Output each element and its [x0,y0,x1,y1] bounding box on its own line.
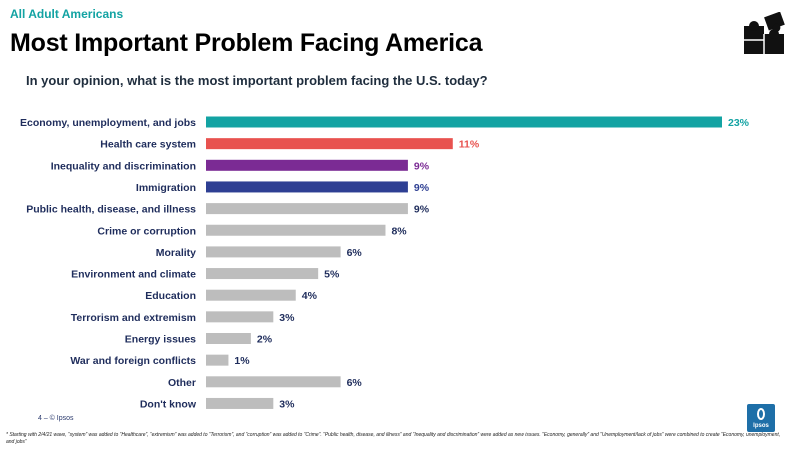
category-label: Don't know [140,398,197,410]
category-label: Economy, unemployment, and jobs [20,117,196,129]
category-label: Other [168,377,196,389]
value-label: 1% [234,355,250,367]
bar [206,397,274,409]
value-label: 2% [257,334,273,346]
bar [206,268,319,280]
bar [206,376,341,388]
bar [206,159,408,171]
bar [206,224,386,236]
value-label: 4% [302,290,318,302]
category-label: Immigration [136,182,196,194]
value-label: 11% [459,139,480,151]
bar [206,311,274,323]
puzzle-icon [742,12,788,56]
value-label: 6% [347,377,363,389]
bar-chart: Economy, unemployment, and jobs 23% Health… [20,116,750,410]
value-label: 3% [279,312,295,324]
bar [206,246,341,258]
bar [206,354,229,366]
logo-mark [757,408,765,420]
category-label: Education [145,290,196,302]
bar [206,138,453,150]
category-label: Energy issues [125,334,196,346]
category-label: Crime or corruption [97,225,196,237]
value-label: 3% [279,398,295,410]
bar [206,203,408,215]
value-label: 9% [414,182,430,194]
bar [206,289,296,301]
bar [206,116,722,128]
value-label: 23% [728,117,750,129]
logo-text: Ipsos [753,423,769,429]
category-label: Public health, disease, and illness [26,204,196,216]
category-label: Terrorism and extremism [71,312,196,324]
page-number: 4 – © Ipsos [38,415,74,422]
eyebrow-label: All Adult Americans [10,7,124,21]
value-label: 9% [414,160,430,172]
category-label: War and foreign conflicts [70,355,196,367]
ipsos-logo-icon: Ipsos [747,404,775,432]
category-label: Health care system [100,139,196,151]
bar [206,181,408,193]
survey-question: In your opinion, what is the most import… [26,73,488,88]
value-label: 5% [324,269,340,281]
bar [206,333,251,344]
category-label: Environment and climate [71,269,196,281]
category-label: Inequality and discrimination [51,160,196,172]
value-label: 9% [414,204,430,216]
category-label: Morality [156,247,196,259]
footnote: * Starting with 2/4/21 wave, “system” wa… [6,432,781,445]
value-label: 8% [391,225,407,237]
page-title: Most Important Problem Facing America [10,29,483,57]
value-label: 6% [347,247,363,259]
